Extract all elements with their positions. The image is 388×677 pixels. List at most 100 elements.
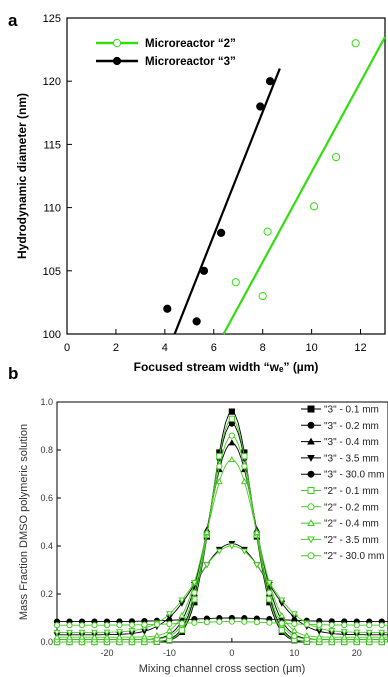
data-point (290, 611, 298, 618)
data-point (353, 633, 361, 640)
data-point (228, 432, 235, 439)
panel-a-x-tick-label: 12 (354, 342, 366, 354)
panel-a-y-axis-label: Hydrodynamic diameter (nm) (15, 93, 29, 259)
data-point (291, 620, 298, 628)
data-point (153, 621, 161, 628)
legend-marker (307, 455, 315, 462)
data-point (178, 597, 186, 604)
data-point (153, 632, 161, 639)
data-point (53, 622, 61, 629)
data-point (316, 621, 323, 628)
data-point (351, 39, 360, 48)
fit-line (173, 68, 281, 335)
panel-b-legend-entry: "2" - 30.0 mm (324, 551, 384, 562)
data-point (203, 528, 211, 535)
data-point (378, 633, 386, 640)
panel-b-y-tick-label: 1.0 (40, 397, 53, 407)
data-point (290, 626, 298, 634)
data-point (340, 629, 348, 636)
panel-a-y-tick-label: 100 (43, 329, 61, 341)
panel-a-x-tick-label: 4 (162, 342, 168, 354)
panel-a-plot-area (66, 17, 386, 335)
data-point (66, 622, 73, 629)
data-point (91, 629, 98, 636)
legend-marker (307, 536, 315, 544)
data-point (178, 611, 186, 619)
data-point (228, 439, 236, 446)
panel-b-y-tick-label: 0.8 (40, 445, 53, 455)
data-point (328, 628, 336, 635)
panel-b-legend-entry: "3" - 0.2 mm (324, 421, 379, 432)
data-point (240, 477, 248, 485)
data-point (140, 633, 148, 640)
panel-b-label: b (8, 364, 18, 383)
data-point (128, 633, 136, 640)
data-point (353, 629, 361, 636)
data-point (78, 622, 86, 629)
panel-b-series-9 (53, 618, 388, 629)
panel-a-series-microreactor-3 (163, 68, 281, 335)
data-point (266, 596, 273, 603)
data-point (191, 619, 198, 626)
data-point (278, 611, 286, 619)
panel-b-legend-entry: "3" - 0.1 mm (324, 405, 379, 416)
data-point (216, 463, 223, 470)
panel-a-chart: a 100 105 110 115 120 125 0 2 4 6 8 10 12 Microreac… (8, 11, 386, 374)
data-point (128, 628, 136, 635)
data-point (241, 618, 248, 625)
data-point (91, 622, 98, 629)
data-point (266, 589, 273, 596)
data-point (103, 633, 111, 640)
panel-b-chart: b 0.0 0.2 0.4 0.6 0.8 1.0 -20 -10 0 10 20 "3" - 0… (8, 364, 388, 675)
panel-b-y-axis-label: Mass Fraction DMSO polymeric solution (18, 424, 30, 620)
data-point (366, 622, 373, 629)
panel-a-y-tick-label: 105 (43, 266, 61, 278)
data-point (203, 562, 211, 569)
data-point (328, 621, 335, 629)
data-point (192, 317, 201, 326)
panel-b-x-tick-label: 0 (229, 648, 234, 658)
panel-b-x-tick-label: 10 (289, 648, 299, 658)
panel-b-legend-entry: "3" - 3.5 mm (324, 453, 379, 464)
data-point (378, 622, 385, 629)
data-point (278, 620, 285, 627)
data-point (228, 618, 235, 625)
data-point (191, 589, 198, 596)
panel-b-legend-entry: "2" - 0.1 mm (324, 486, 379, 497)
panel-b-x-tick-label: 20 (352, 648, 362, 658)
data-point (365, 633, 373, 640)
data-point (163, 304, 172, 313)
data-point (116, 629, 123, 636)
data-point (116, 621, 123, 629)
panel-a-x-tick-label: 6 (211, 342, 217, 354)
data-point (328, 633, 336, 640)
panel-b-x-tick-label: -10 (163, 648, 176, 658)
data-point (199, 266, 209, 275)
data-point (228, 415, 235, 422)
data-point (216, 618, 223, 625)
data-point (78, 633, 86, 640)
data-point (165, 611, 173, 618)
data-point (103, 622, 111, 629)
data-point (217, 228, 226, 237)
data-point (331, 152, 341, 162)
data-point (66, 629, 73, 637)
legend-marker (307, 519, 315, 526)
data-point (340, 633, 348, 640)
panel-a-x-tick-label: 10 (305, 342, 317, 354)
legend-marker (307, 552, 315, 560)
data-point (303, 632, 311, 639)
data-point (116, 633, 123, 640)
panel-a-x-tick-label: 2 (113, 342, 119, 354)
data-point (353, 622, 360, 629)
data-point (378, 629, 386, 637)
legend-marker (307, 437, 315, 445)
data-point (263, 227, 272, 236)
panel-b-y-tick-label: 0.2 (40, 589, 53, 599)
data-point (291, 633, 298, 640)
data-point (265, 77, 275, 86)
legend-marker (307, 470, 315, 478)
panel-b-legend-entry: "3" - 0.4 mm (324, 437, 379, 448)
data-point (203, 619, 210, 626)
